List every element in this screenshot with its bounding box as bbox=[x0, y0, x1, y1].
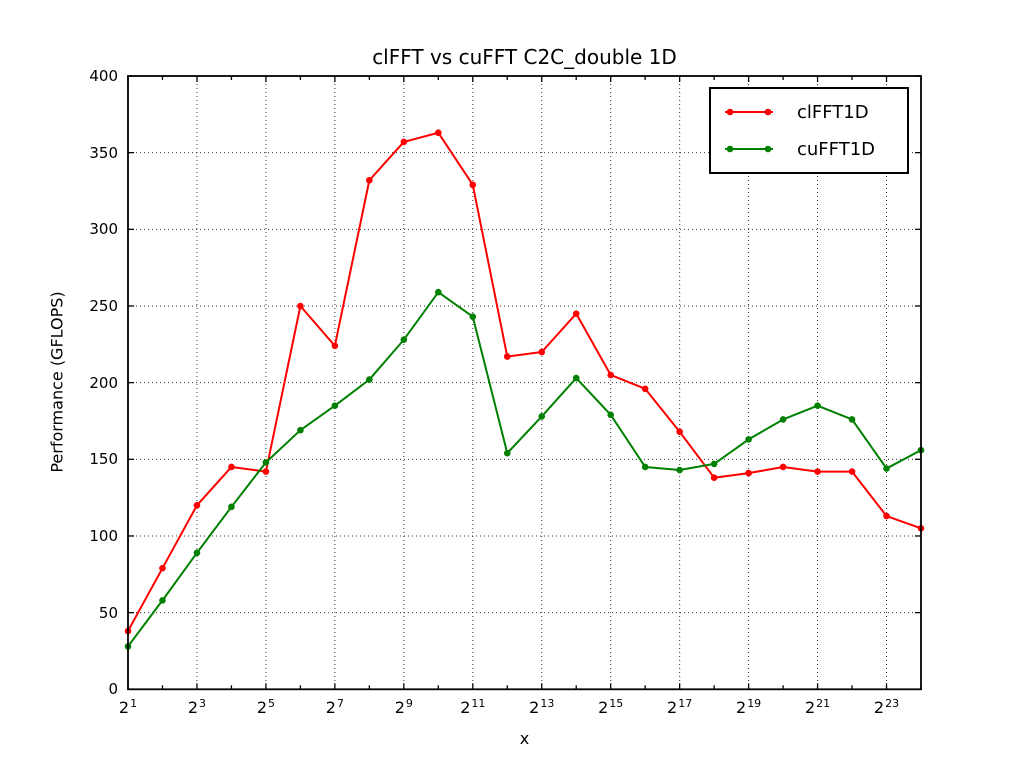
marker-cufft1d bbox=[848, 416, 856, 423]
marker-cufft1d bbox=[641, 463, 649, 471]
y-tick-label: 50 bbox=[98, 603, 118, 622]
marker-clfft1d bbox=[641, 385, 649, 393]
marker-clfft1d bbox=[607, 371, 614, 379]
y-tick-label: 350 bbox=[89, 143, 118, 162]
marker-clfft1d bbox=[400, 138, 408, 146]
marker-cufft1d bbox=[676, 466, 683, 474]
x-tick-label: 23 bbox=[187, 697, 207, 718]
x-tick-label: 25 bbox=[256, 697, 275, 718]
marker-clfft1d bbox=[745, 469, 752, 477]
y-tick-label: 400 bbox=[89, 67, 118, 85]
legend-label-cufft1d: cuFFT1D bbox=[797, 138, 876, 160]
y-tick-label: 0 bbox=[108, 680, 118, 699]
legend: clFFT1D cuFFT1D bbox=[709, 87, 909, 174]
marker-cufft1d bbox=[193, 549, 201, 557]
marker-clfft1d bbox=[538, 348, 546, 356]
x-tick-label: 29 bbox=[394, 697, 413, 718]
marker-clfft1d bbox=[883, 512, 890, 520]
marker-cufft1d bbox=[779, 416, 787, 423]
x-tick-label: 219 bbox=[736, 697, 762, 718]
legend-label-clfft1d: clFFT1D bbox=[797, 101, 869, 123]
x-tick-label: 223 bbox=[873, 697, 900, 718]
y-tick-label: 100 bbox=[89, 526, 118, 545]
marker-clfft1d bbox=[848, 468, 856, 475]
marker-cufft1d bbox=[435, 288, 442, 296]
marker-clfft1d bbox=[710, 474, 718, 482]
marker-cufft1d bbox=[262, 459, 270, 466]
marker-cufft1d bbox=[228, 503, 235, 511]
series-line-cufft1d bbox=[127, 291, 922, 647]
marker-cufft1d bbox=[607, 411, 614, 419]
x-tick-label: 211 bbox=[460, 697, 486, 718]
y-tick-label: 250 bbox=[89, 296, 118, 315]
marker-cufft1d bbox=[883, 465, 890, 472]
marker-clfft1d bbox=[262, 468, 270, 475]
legend-sample-marker bbox=[726, 108, 734, 116]
marker-clfft1d bbox=[331, 342, 339, 350]
marker-clfft1d bbox=[228, 463, 235, 471]
marker-cufft1d bbox=[366, 376, 373, 383]
marker-clfft1d bbox=[572, 310, 580, 317]
marker-cufft1d bbox=[745, 436, 752, 443]
marker-clfft1d bbox=[435, 129, 442, 137]
x-tick-label: 27 bbox=[325, 697, 344, 718]
marker-clfft1d bbox=[297, 302, 304, 310]
marker-cufft1d bbox=[331, 402, 339, 409]
legend-sample-marker bbox=[726, 145, 734, 153]
chart-title: clFFT vs cuFFT C2C_double 1D bbox=[372, 45, 677, 69]
y-tick-label: 150 bbox=[89, 450, 118, 469]
marker-cufft1d bbox=[572, 374, 580, 382]
x-tick-label: 21 bbox=[118, 697, 138, 718]
marker-clfft1d bbox=[469, 181, 477, 189]
legend-sample-marker bbox=[764, 145, 772, 153]
x-tick-label: 217 bbox=[667, 697, 693, 718]
marker-cufft1d bbox=[503, 449, 511, 457]
marker-cufft1d bbox=[814, 402, 821, 409]
marker-clfft1d bbox=[814, 468, 821, 475]
legend-line-clfft1d-icon bbox=[725, 108, 773, 116]
marker-cufft1d bbox=[297, 426, 304, 434]
legend-line-cufft1d-icon bbox=[725, 145, 773, 153]
marker-clfft1d bbox=[779, 463, 787, 471]
marker-cufft1d bbox=[469, 313, 477, 321]
marker-clfft1d bbox=[193, 502, 201, 509]
series-line-clfft1d bbox=[127, 131, 922, 632]
x-tick-label: 221 bbox=[804, 697, 831, 718]
legend-entry-clfft1d: clFFT1D bbox=[723, 98, 907, 126]
x-axis-label: x bbox=[519, 729, 530, 748]
marker-cufft1d bbox=[538, 413, 546, 420]
marker-cufft1d bbox=[400, 336, 408, 344]
marker-cufft1d bbox=[159, 597, 166, 604]
legend-entry-cufft1d: cuFFT1D bbox=[723, 135, 907, 163]
y-tick-label: 200 bbox=[89, 373, 118, 392]
marker-clfft1d bbox=[503, 353, 511, 360]
marker-clfft1d bbox=[676, 428, 683, 436]
marker-cufft1d bbox=[710, 460, 718, 468]
plot-border bbox=[127, 75, 922, 691]
y-tick-label: 300 bbox=[89, 220, 118, 239]
marker-clfft1d bbox=[159, 564, 166, 572]
marker-clfft1d bbox=[366, 176, 373, 184]
x-tick-label: 215 bbox=[598, 697, 624, 718]
legend-sample-marker bbox=[764, 108, 772, 116]
x-tick-label: 213 bbox=[529, 697, 555, 718]
